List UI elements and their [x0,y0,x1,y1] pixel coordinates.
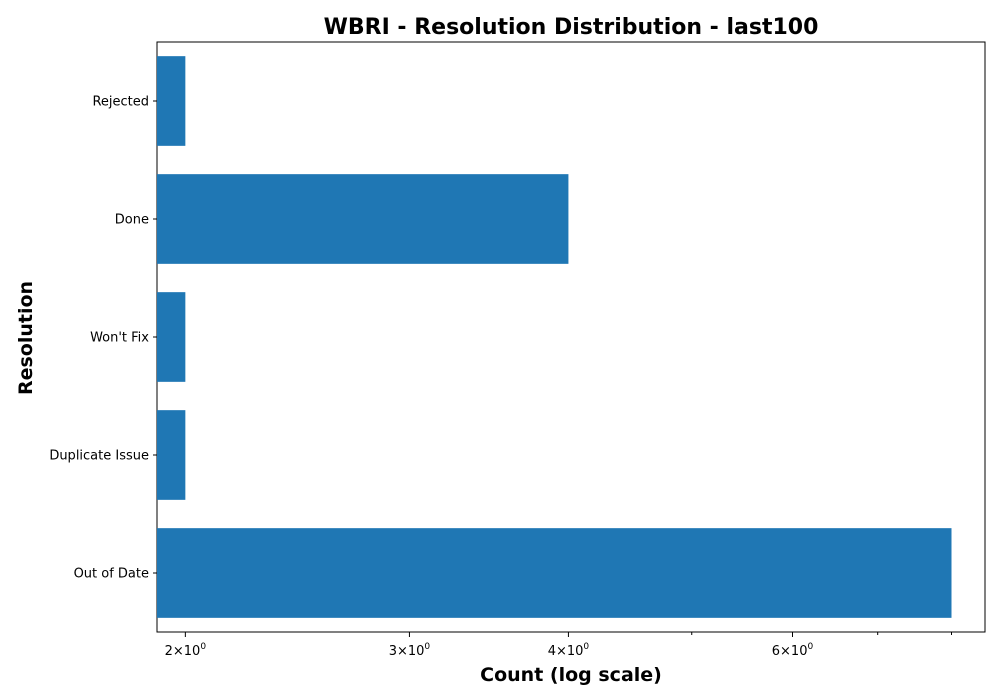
x-tick-label: 2×100 [165,642,207,659]
y-tick-label-done: Done [115,213,149,228]
x-tick-label: 6×100 [772,642,814,659]
y-axis-label: Resolution [15,281,37,395]
y-tick-label-duplicate-issue: Duplicate Issue [49,449,149,464]
bar-done [157,174,569,264]
x-tick-label: 4×100 [548,642,590,659]
bars-layer [157,56,952,618]
chart-title: WBRI - Resolution Distribution - last100 [324,15,819,40]
bar-rejected [157,56,186,146]
x-tick-label: 3×100 [389,642,431,659]
y-axis: Out of Date Duplicate Issue Won't Fix Done R… [49,95,157,582]
y-tick-label-won-t-fix: Won't Fix [90,331,149,346]
y-tick-label-rejected: Rejected [92,95,149,110]
x-axis-label: Count (log scale) [480,664,662,686]
x-axis: 2×100 3×100 4×100 6×100 [165,632,952,659]
y-tick-label-out-of-date: Out of Date [74,567,149,582]
bar-out-of-date [157,528,952,618]
bar-duplicate-issue [157,410,186,500]
bar-won-t-fix [157,292,186,382]
